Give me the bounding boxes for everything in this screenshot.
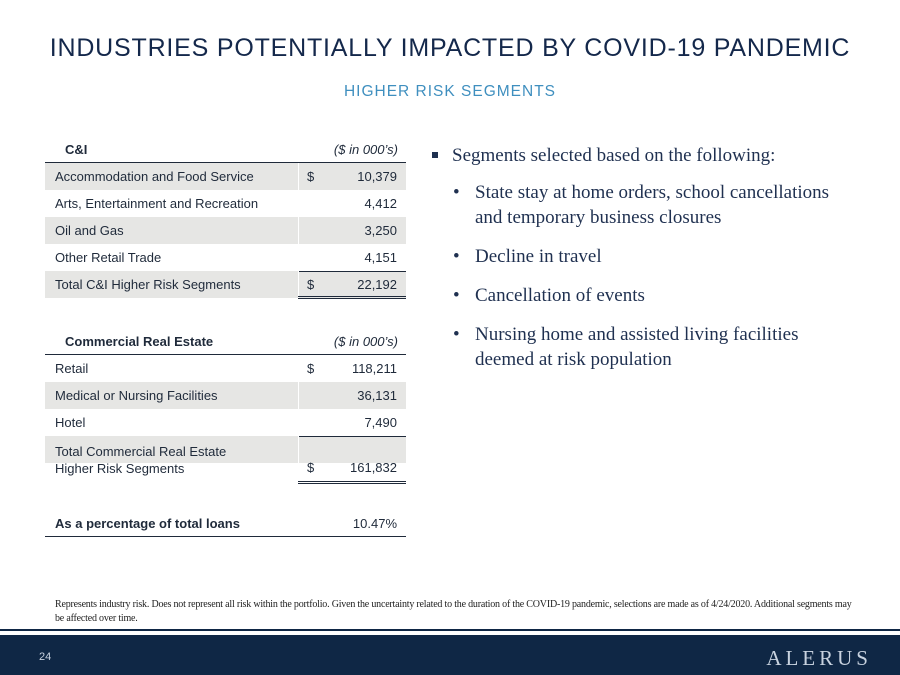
- percent-label: As a percentage of total loans: [55, 516, 240, 531]
- dollar-sign: $: [307, 361, 315, 376]
- main-bullet: Segments selected based on the following…: [430, 143, 860, 168]
- total-label: Total Commercial Real Estate Higher Risk…: [55, 443, 226, 477]
- ci-header-label: C&I: [65, 142, 88, 157]
- total-label-line1: Total Commercial Real Estate: [55, 444, 227, 459]
- dollar-sign: $: [307, 277, 315, 292]
- bullet-list: Segments selected based on the following…: [430, 143, 860, 372]
- bullet-dot-icon: •: [453, 246, 460, 267]
- total-rule: [298, 436, 406, 437]
- page-number: 24: [39, 651, 52, 663]
- column-divider: [298, 163, 299, 190]
- sub-bullet-text: Nursing home and assisted living facilit…: [475, 324, 799, 370]
- page-subtitle: HIGHER RISK SEGMENTS: [343, 83, 557, 100]
- percent-value: 10.47%: [352, 516, 397, 531]
- dollar-sign: $: [307, 460, 315, 475]
- sub-bullet: • Cancellation of events: [430, 283, 860, 308]
- column-divider: [298, 217, 299, 244]
- page-title: INDUSTRIES POTENTIALLY IMPACTED BY COVID…: [49, 34, 851, 62]
- ci-table-header: C&I ($ in 000’s): [45, 136, 406, 163]
- row-value: 4,151: [364, 250, 397, 265]
- ci-table: C&I ($ in 000’s) Accommodation and Food …: [45, 136, 406, 299]
- total-value: 22,192: [357, 277, 397, 292]
- company-logo: ALERUS: [766, 646, 872, 670]
- column-divider: [298, 271, 299, 298]
- row-label: Arts, Entertainment and Recreation: [55, 196, 259, 211]
- row-label: Medical or Nursing Facilities: [55, 388, 218, 403]
- table-row: Arts, Entertainment and Recreation 4,412: [45, 190, 406, 217]
- ci-unit-label: ($ in 000’s): [333, 142, 398, 157]
- cre-unit-label: ($ in 000’s): [333, 334, 398, 349]
- double-rule: [298, 296, 406, 299]
- sub-bullet-text: Decline in travel: [475, 246, 602, 267]
- bullet-dot-icon: •: [453, 324, 460, 345]
- row-label: Other Retail Trade: [55, 250, 162, 265]
- sub-bullet: • Decline in travel: [430, 244, 860, 269]
- column-divider: [298, 382, 299, 409]
- main-bullet-text: Segments selected based on the following…: [452, 145, 776, 166]
- percent-of-loans-row: As a percentage of total loans 10.47%: [45, 510, 406, 537]
- table-row: Accommodation and Food Service $ 10,379: [45, 163, 406, 190]
- footer-rule: [0, 629, 900, 631]
- table-row: Retail $ 118,211: [45, 355, 406, 382]
- footnote: Represents industry risk. Does not repre…: [55, 599, 852, 624]
- dollar-sign: $: [307, 169, 315, 184]
- footer-bar: 24 ALERUS: [0, 635, 900, 675]
- table-row: Hotel 7,490: [45, 409, 406, 436]
- cre-header-label: Commercial Real Estate: [65, 334, 214, 349]
- cre-table: Commercial Real Estate ($ in 000’s) Reta…: [45, 328, 406, 484]
- row-value: 10,379: [357, 169, 397, 184]
- row-label: Oil and Gas: [55, 223, 124, 238]
- row-label: Accommodation and Food Service: [55, 169, 254, 184]
- sub-bullet-text: State stay at home orders, school cancel…: [475, 182, 830, 228]
- table-row: Medical or Nursing Facilities 36,131: [45, 382, 406, 409]
- cre-table-header: Commercial Real Estate ($ in 000’s): [45, 328, 406, 355]
- bullet-dot-icon: •: [453, 182, 460, 203]
- bullet-dot-icon: •: [453, 285, 460, 306]
- sub-bullet: • Nursing home and assisted living facil…: [430, 322, 860, 372]
- table-row: Oil and Gas 3,250: [45, 217, 406, 244]
- total-label: Total C&I Higher Risk Segments: [55, 277, 241, 292]
- total-value: 161,832: [350, 460, 397, 475]
- column-divider: [298, 436, 299, 463]
- table-total-row: Total C&I Higher Risk Segments $ 22,192: [45, 271, 406, 299]
- total-rule: [298, 271, 406, 272]
- row-value: 36,131: [357, 388, 397, 403]
- sub-bullet: • State stay at home orders, school canc…: [430, 180, 860, 230]
- sub-bullet-text: Cancellation of events: [475, 285, 645, 306]
- total-label-line2: Higher Risk Segments: [55, 461, 185, 476]
- table-row: Other Retail Trade 4,151: [45, 244, 406, 271]
- row-value: 4,412: [364, 196, 397, 211]
- row-label: Hotel: [55, 415, 86, 430]
- row-value: 118,211: [351, 361, 397, 376]
- double-rule: [298, 481, 406, 484]
- row-value: 3,250: [364, 223, 397, 238]
- row-label: Retail: [55, 361, 89, 376]
- table-total-row: Total Commercial Real Estate Higher Risk…: [45, 436, 406, 484]
- square-bullet-icon: [432, 152, 438, 158]
- row-value: 7,490: [364, 415, 397, 430]
